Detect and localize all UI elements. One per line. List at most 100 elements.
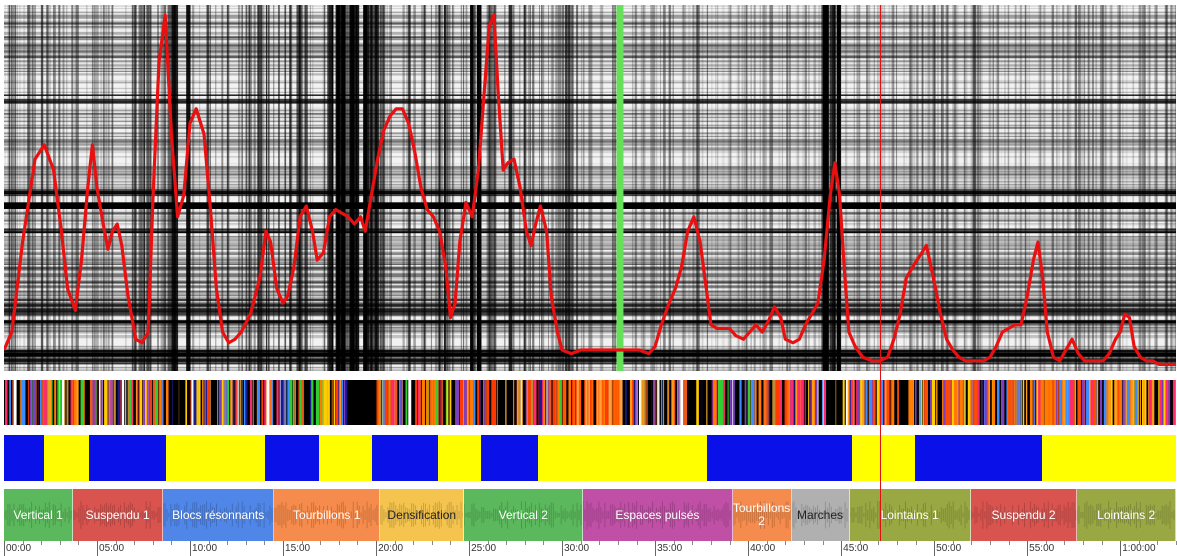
matrix-row-stripe [4,141,1176,142]
matrix-row-stripe [4,324,1176,326]
segment-block[interactable]: Lointains 2 [1077,489,1176,541]
matrix-column-stripe [867,5,871,371]
matrix-column-stripe [933,5,936,371]
matrix-column-stripe [345,5,348,371]
color-band-stripe [191,380,194,425]
color-band-stripe [686,380,688,425]
matrix-column-stripe [979,5,982,371]
matrix-column-stripe [138,5,142,371]
color-band-stripe [333,380,336,425]
color-band-stripe [96,380,98,425]
segment-block[interactable]: Vertical 2 [464,489,584,541]
segment-block[interactable]: Vertical 1 [4,489,74,541]
matrix-column-stripe [908,5,911,371]
matrix-column-stripe [1142,5,1145,371]
segment-block[interactable]: Suspendu 2 [970,489,1078,541]
color-band-stripe [842,380,845,425]
matrix-column-stripe [58,5,61,371]
timeline-minor-tick [822,541,824,545]
matrix-row-stripe [4,273,1176,275]
matrix-row-stripe [4,118,1176,119]
matrix-row-stripe [4,174,1176,176]
timeline-major-tick [655,541,657,556]
color-band-stripe [1172,380,1176,425]
color-band-stripe [584,380,586,425]
color-band-stripe [179,380,182,425]
color-band-stripe [9,380,11,425]
matrix-column-stripe [866,5,868,371]
segment-block[interactable]: Blocs résonnants [163,489,275,541]
color-band-stripe [698,380,701,425]
matrix-column-stripe [655,5,658,371]
matrix-column-stripe [476,5,480,371]
color-band-stripe [549,380,552,425]
color-band-stripe [682,380,685,425]
binary-block-yellow [438,435,482,481]
matrix-row-stripe [4,187,1176,189]
color-band-stripe [344,380,348,425]
binary-block-blue [4,435,45,481]
timeline-major-tick [934,541,936,556]
self-similarity-matrix[interactable] [4,5,1176,371]
color-band-stripe [441,380,443,425]
color-band-stripe [918,380,920,425]
matrix-row-stripe [4,290,1176,292]
matrix-column-stripe [157,5,159,371]
segment-block[interactable]: Suspendu 1 [73,489,164,541]
color-band-stripe [1049,380,1053,425]
matrix-row-stripe [4,251,1176,254]
matrix-row-stripe [4,79,1176,83]
segment-block[interactable]: Lointains 1 [849,489,971,541]
color-band-stripe [339,380,342,425]
matrix-row-stripe [4,49,1176,51]
segment-block[interactable]: Espaces pulsés [583,489,733,541]
playhead-cursor[interactable] [879,5,881,541]
color-band-stripe [892,380,894,425]
color-band-stripe [171,380,173,425]
matrix-row-stripe [4,135,1176,137]
color-band-stripe [170,380,172,425]
matrix-column-stripe [284,5,286,371]
segment-block[interactable]: Marches [791,489,850,541]
matrix-row-stripe [4,277,1176,278]
color-band-stripe [696,380,699,425]
color-band-stripe [920,380,923,425]
color-band-stripe [280,380,284,425]
matrix-column-stripe [652,5,655,371]
timeline-minor-tick [524,541,526,545]
segment-waveform [732,501,791,529]
matrix-column-stripe [265,5,268,371]
matrix-column-stripe [261,5,265,371]
matrix-column-stripe [964,5,968,371]
matrix-column-stripe [1164,5,1168,371]
matrix-column-stripe [917,5,919,371]
matrix-column-stripe [770,5,773,371]
timeline-ruler[interactable]: 00:00 05:00 10:00 15:00 20:00 25:00 30:00 35:00… [4,541,1177,556]
matrix-column-stripe [741,5,744,371]
matrix-column-stripe [479,5,482,371]
segment-block[interactable]: Densification [380,489,465,541]
matrix-row-stripe [4,183,1176,186]
color-band-stripe [198,380,201,425]
color-band-stripe [391,380,395,425]
matrix-row-stripe [4,220,1176,222]
color-band-stripe [66,380,69,425]
color-band-stripe [152,380,156,425]
matrix-row-stripe [4,36,1176,39]
matrix-row-stripe [4,36,1176,37]
segment-block[interactable]: Tourbillons 1 [274,489,381,541]
matrix-column-stripe [701,5,704,371]
color-band-stripe [408,380,412,425]
segment-block[interactable]: Tourbillons 2 [732,489,792,541]
matrix-column-stripe [573,5,574,371]
color-band-stripe [546,380,548,425]
matrix-column-stripe [671,5,673,371]
color-band-stripe [1137,380,1139,425]
color-band-stripe [139,380,143,425]
color-band-stripe [4,380,8,425]
matrix-column-stripe [523,5,526,371]
matrix-column-stripe [769,5,770,371]
color-band-stripe [636,380,638,425]
matrix-column-stripe [963,5,966,371]
matrix-row-stripe [4,266,1176,269]
